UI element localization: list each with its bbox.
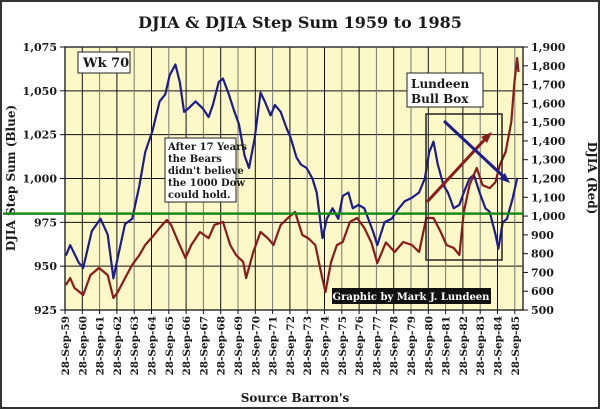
bears-note-line: the 1000 Dow [168,178,245,189]
right-tick-label: 1,000 [531,210,566,223]
series-layer [64,57,520,300]
left-tick-label: 975 [34,216,57,229]
right-axis-ticks: 1,900 1,800 1,700 1,600 1,500 1,400 1,300 1,200… [523,41,566,317]
blue-step-sum-line [64,63,519,280]
left-tick-label: 950 [34,260,57,273]
x-tick-label: 28-Sep-85 [510,316,522,376]
x-tick-label: 28-Sep-67 [198,316,210,376]
bears-note-line: the Bears [168,154,222,165]
credit-text: Graphic by Mark J. Lundeen [333,292,491,303]
x-tick-label: 28-Sep-59 [60,316,72,376]
bears-note-line: didn't believe [168,166,244,177]
left-axis-label: DJIA Step Sum (Blue) [4,105,18,251]
right-tick-label: 1,300 [531,154,566,167]
right-axis-label: DJIA (Red) [585,142,599,215]
right-tick-label: 1,700 [531,79,566,92]
blue-down-arrow [442,119,510,183]
x-tick-label: 28-Sep-82 [458,316,470,376]
bears-note-line: After 17 Years [167,142,247,153]
x-tick-label: 28-Sep-75 [337,316,349,376]
x-tick-label: 28-Sep-76 [354,316,366,376]
right-tick-label: 1,100 [531,191,566,204]
x-tick-label: 28-Sep-69 [233,316,245,376]
x-tick-label: 28-Sep-74 [320,316,332,376]
bull-box-label-line: Lundeen [411,77,470,91]
x-tick-label: 28-Sep-60 [77,316,89,376]
right-tick-label: 1,800 [531,60,566,73]
bears-note-box: After 17 Years the Bears didn't believe … [164,137,247,203]
x-tick-label: 28-Sep-66 [181,316,193,376]
x-tick-label: 28-Sep-83 [475,316,487,376]
x-tick-label: 28-Sep-72 [285,316,297,376]
x-tick-label: 28-Sep-62 [112,316,124,376]
x-tick-label: 28-Sep-73 [302,316,314,376]
left-axis-ticks: 1,075 1,050 1,025 1,000 975 950 925 [23,41,65,317]
right-tick-label: 700 [531,266,554,279]
x-axis-label: Source Barron's [241,391,350,405]
left-tick-label: 1,075 [23,41,57,54]
left-tick-label: 925 [34,304,57,317]
x-tick-label: 28-Sep-84 [493,316,505,376]
x-tick-label: 28-Sep-78 [389,316,401,376]
week-label: Wk 70 [82,56,129,71]
chart-title: DJIA & DJIA Step Sum 1959 to 1985 [138,13,462,32]
x-tick-label: 28-Sep-80 [423,316,435,376]
right-tick-label: 1,200 [531,173,566,186]
x-axis-ticks: 28-Sep-59 28-Sep-60 28-Sep-61 28-Sep-62 28-S… [60,310,522,376]
week-label-box: Wk 70 [77,51,131,74]
red-djia-line [64,57,520,300]
x-tick-label: 28-Sep-68 [216,316,228,376]
left-tick-label: 1,000 [23,173,58,186]
x-tick-label: 28-Sep-77 [371,316,383,376]
x-tick-label: 28-Sep-71 [268,316,280,376]
right-tick-label: 900 [531,229,554,242]
left-tick-label: 1,050 [23,85,58,98]
x-tick-label: 28-Sep-63 [129,316,141,376]
right-tick-label: 600 [531,285,554,298]
x-tick-label: 28-Sep-61 [95,316,107,376]
x-tick-label: 28-Sep-70 [250,316,262,376]
x-tick-label: 28-Sep-64 [147,316,159,376]
left-tick-label: 1,025 [23,129,57,142]
bears-note-line: could hold. [168,190,231,201]
right-tick-label: 1,900 [531,41,566,54]
x-tick-label: 28-Sep-79 [406,316,418,376]
bull-box [425,113,503,261]
x-tick-label: 28-Sep-81 [441,316,453,376]
red-up-arrow [425,132,492,204]
bull-box-label: Lundeen Bull Box [406,72,484,108]
x-tick-label: 28-Sep-65 [164,316,176,376]
bull-box-label-line: Bull Box [411,92,469,106]
right-tick-label: 1,600 [531,97,566,110]
right-tick-label: 1,400 [531,135,566,148]
right-tick-label: 1,500 [531,116,566,129]
credit-box: Graphic by Mark J. Lundeen [332,288,491,304]
right-tick-label: 800 [531,248,554,261]
right-tick-label: 500 [531,304,554,317]
